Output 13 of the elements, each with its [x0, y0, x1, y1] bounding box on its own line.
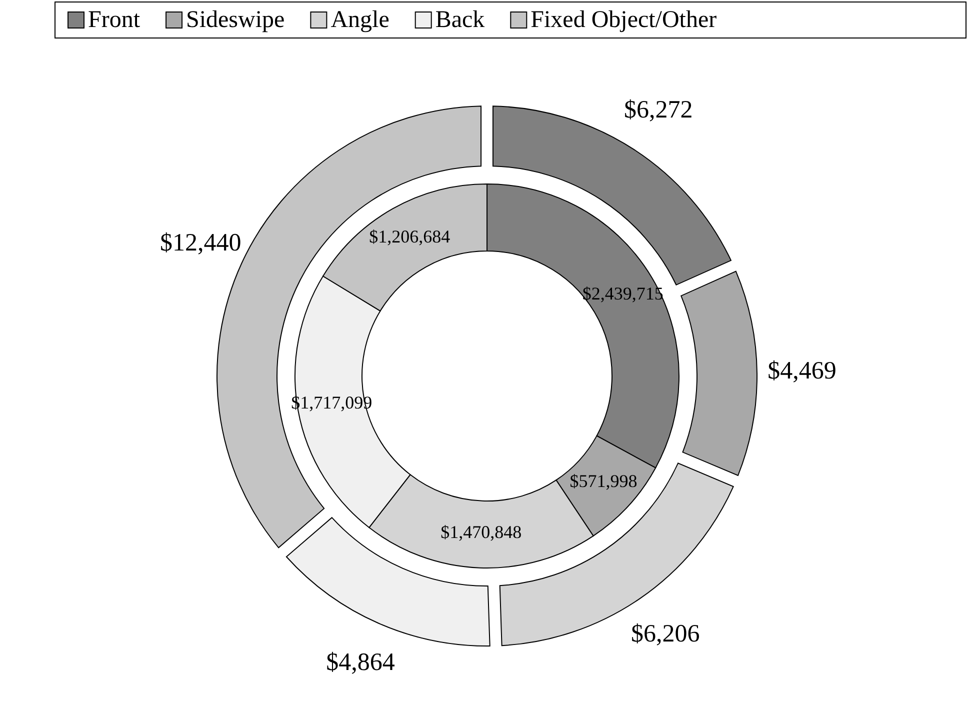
data-label: $6,272	[624, 96, 693, 124]
data-label: $12,440	[160, 229, 242, 256]
legend-label: Front	[88, 7, 140, 33]
data-label: $4,469	[768, 357, 836, 384]
data-label: $1,206,684	[369, 226, 450, 246]
data-label: $4,864	[326, 649, 396, 676]
legend-label: Sideswipe	[186, 7, 285, 33]
legend-label: Angle	[330, 7, 390, 33]
data-label: $1,470,848	[440, 522, 522, 542]
legend-label: Fixed Object/Other	[530, 7, 717, 33]
data-label: $571,998	[570, 470, 638, 491]
data-label: $6,206	[631, 620, 700, 648]
legend-label: Back	[435, 7, 485, 33]
